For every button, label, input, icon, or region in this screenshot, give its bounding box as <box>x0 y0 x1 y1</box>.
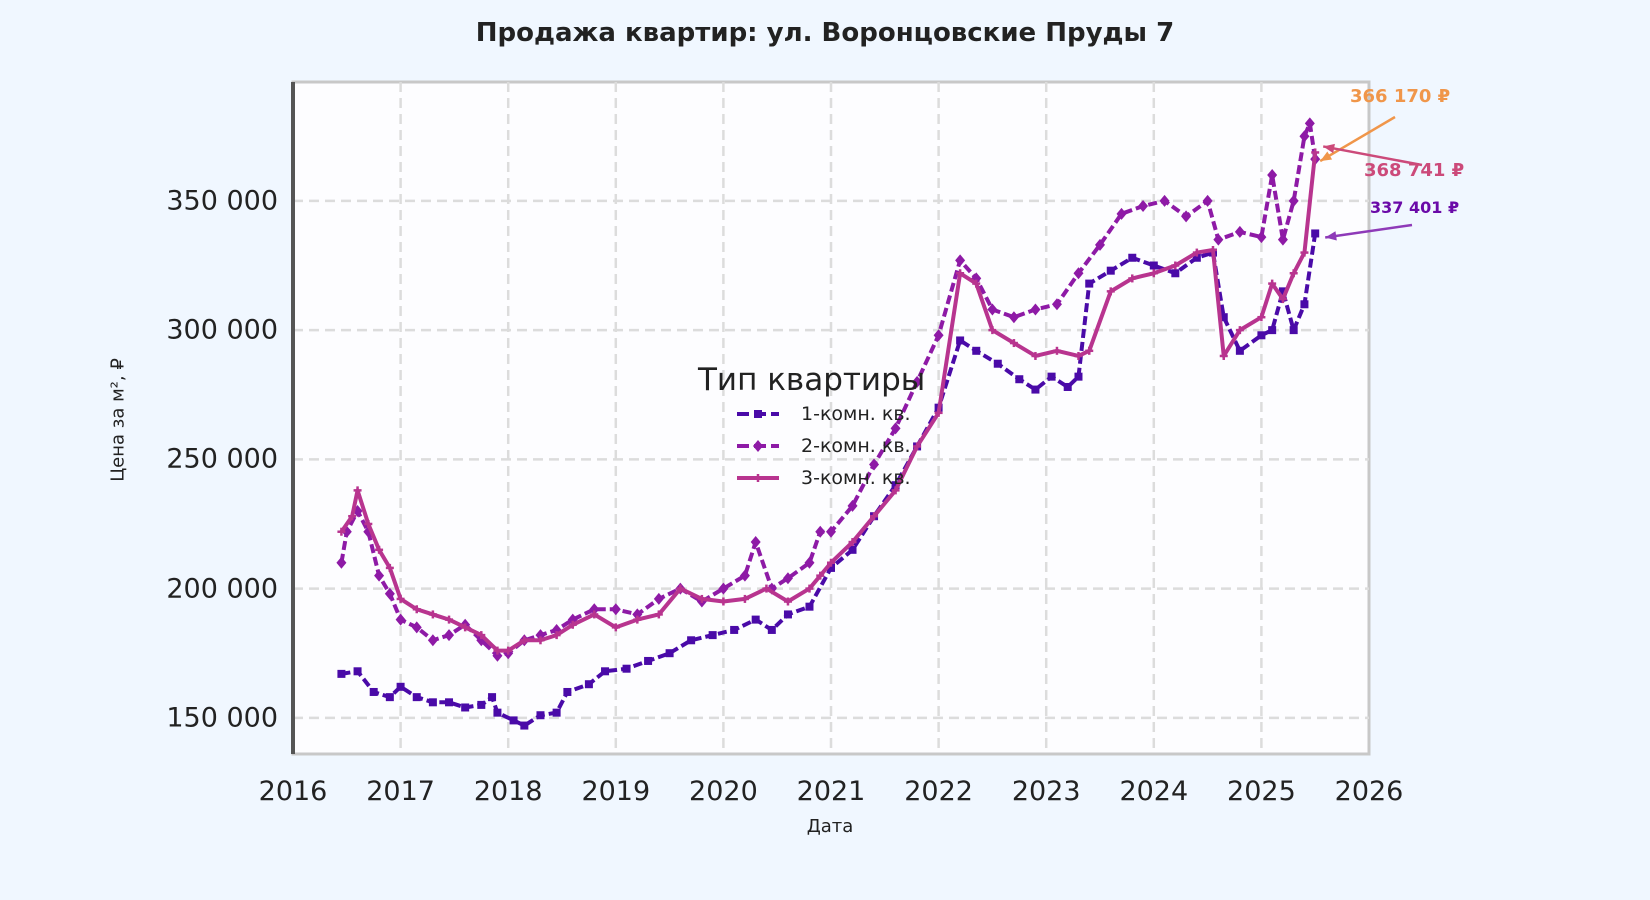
annotation-arrows <box>1319 115 1423 241</box>
y-tick-label: 200 000 <box>166 573 278 605</box>
annotation-3room: 368 741 ₽ <box>1364 160 1465 181</box>
chart-title: Продажа квартир: ул. Воронцовские Пруды … <box>475 18 1175 48</box>
legend-label: 1-комн. кв. <box>801 403 911 425</box>
legend-item: 3-комн. кв. <box>735 462 925 494</box>
legend-swatch-icon <box>737 410 779 418</box>
y-tick-label: 300 000 <box>166 314 278 346</box>
legend: Тип квартиры 1-комн. кв. 2-комн. кв. 3-ком… <box>698 362 925 494</box>
series-1-комн. кв. <box>337 229 1320 730</box>
y-tick-label: 250 000 <box>166 443 278 475</box>
x-tick-label: 2023 <box>1011 776 1081 807</box>
x-tick-label: 2024 <box>1119 776 1189 807</box>
legend-title: Тип квартиры <box>698 362 926 398</box>
x-tick-label: 2016 <box>258 776 328 807</box>
x-tick-label: 2025 <box>1227 776 1296 807</box>
annotation-2room: 366 170 ₽ <box>1350 86 1451 107</box>
grid-lines <box>293 82 1369 754</box>
legend-swatch-icon <box>737 474 779 482</box>
legend-item: 2-комн. кв. <box>735 430 925 462</box>
legend-label: 2-комн. кв. <box>801 435 911 457</box>
x-tick-label: 2019 <box>581 776 651 807</box>
x-tick-label: 2021 <box>796 776 866 807</box>
legend-item: 1-комн. кв. <box>735 398 925 430</box>
y-tick-label: 150 000 <box>166 702 278 734</box>
x-tick-label: 2026 <box>1334 776 1404 807</box>
legend-label: 3-комн. кв. <box>801 467 911 489</box>
y-axis-label: Цена за м², ₽ <box>107 358 129 482</box>
x-tick-label: 2017 <box>366 776 435 807</box>
x-tick-label: 2020 <box>689 776 758 807</box>
series-layer <box>336 117 1321 730</box>
legend-swatch-icon <box>737 440 779 452</box>
x-tick-label: 2022 <box>904 776 973 807</box>
x-axis-label: Дата <box>806 816 854 837</box>
x-tick-label: 2018 <box>473 776 543 807</box>
y-tick-label: 350 000 <box>166 185 278 217</box>
annotation-1room: 337 401 ₽ <box>1370 198 1460 217</box>
series-3-комн. кв. <box>337 148 1320 655</box>
